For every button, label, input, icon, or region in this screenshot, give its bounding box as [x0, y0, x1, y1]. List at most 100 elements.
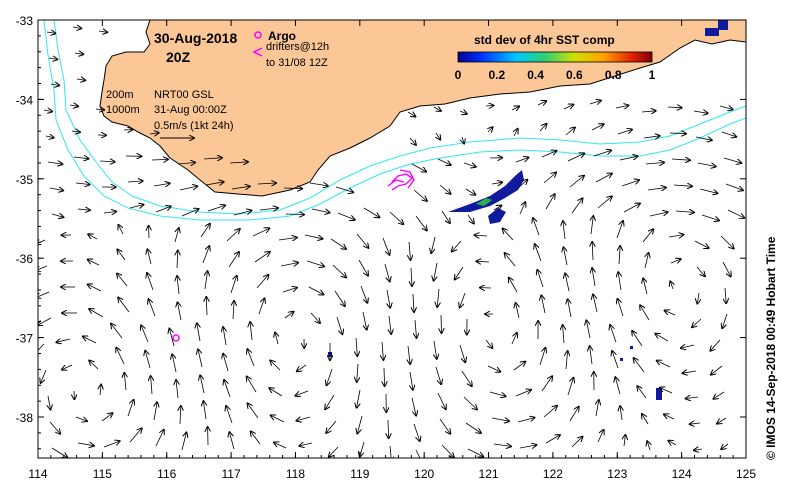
current-arrow [591, 124, 604, 131]
current-arrow [539, 124, 547, 132]
current-arrow [411, 163, 426, 172]
current-arrow [127, 181, 143, 182]
current-arrow [720, 235, 734, 249]
current-arrow [149, 299, 156, 317]
current-arrow [43, 110, 52, 112]
current-arrow [586, 320, 591, 339]
current-arrow [205, 271, 208, 290]
argo-legend-icon [254, 31, 262, 39]
current-arrow [308, 286, 324, 295]
current-arrow [304, 234, 323, 239]
current-arrow [251, 432, 261, 445]
current-arrow [325, 394, 335, 409]
current-arrow [640, 305, 650, 321]
current-arrow [172, 354, 177, 373]
current-arrow [337, 212, 355, 220]
current-arrow [671, 159, 690, 160]
current-arrow [695, 137, 712, 140]
current-vector-field [38, 27, 745, 458]
current-arrow [612, 351, 619, 369]
current-arrow [439, 184, 451, 194]
current-arrow [436, 132, 440, 140]
current-arrow [357, 415, 363, 433]
current-arrow [413, 423, 420, 441]
current-arrow [413, 293, 414, 312]
current-arrow [299, 443, 313, 446]
current-arrow [388, 419, 389, 438]
current-arrow [384, 367, 385, 386]
current-arrow [491, 182, 502, 184]
current-arrow [360, 285, 367, 303]
current-arrow [76, 79, 85, 80]
current-arrow [151, 376, 152, 395]
current-arrow [665, 311, 676, 316]
current-arrow [485, 339, 492, 348]
current-arrow [641, 111, 656, 112]
current-arrow [467, 214, 474, 224]
current-arrow [153, 183, 170, 186]
current-arrow [147, 273, 154, 291]
colorbar [457, 51, 653, 63]
current-arrow [177, 276, 179, 295]
current-arrow [721, 443, 729, 449]
current-arrow [699, 188, 718, 193]
current-arrow [226, 406, 233, 424]
current-arrow [155, 430, 164, 447]
current-arrow [593, 150, 611, 157]
current-arrow [72, 27, 81, 28]
current-arrow [511, 106, 519, 110]
current-arrow [413, 189, 427, 201]
current-arrow [363, 207, 379, 217]
current-arrow [717, 417, 727, 424]
current-arrow [334, 290, 345, 306]
current-arrow [597, 430, 604, 443]
current-arrow [75, 417, 87, 421]
current-arrow [670, 281, 673, 290]
current-arrow [329, 446, 339, 457]
current-arrow [103, 441, 120, 448]
current-arrow [89, 361, 99, 370]
colorbar-tick-label: 0 [455, 68, 462, 82]
current-arrow [711, 365, 723, 375]
y-tick-label: -33 [16, 14, 34, 28]
colorbar-ticks: 0 0.2 0.4 0.6 0.8 1 [455, 68, 656, 82]
current-arrow [89, 309, 104, 318]
current-arrow [275, 333, 278, 345]
current-arrow [415, 449, 421, 458]
current-arrow [256, 275, 268, 289]
current-arrow [701, 214, 719, 221]
current-arrow [634, 358, 645, 373]
current-arrow [535, 244, 542, 262]
current-arrow [619, 156, 638, 161]
current-arrow [590, 346, 592, 365]
current-arrow [278, 238, 297, 241]
current-arrow [692, 318, 702, 327]
current-arrow [178, 302, 182, 321]
x-tick-label: 119 [350, 467, 369, 481]
current-arrow [431, 236, 436, 253]
current-arrow [673, 185, 692, 186]
current-arrow [595, 174, 612, 183]
current-arrow [56, 339, 71, 342]
current-arrow [155, 206, 171, 213]
current-arrow [88, 260, 100, 266]
current-arrow [610, 325, 617, 343]
current-arrow [571, 437, 582, 448]
current-arrow [181, 209, 199, 217]
current-arrow [643, 136, 660, 138]
current-arrow [127, 400, 134, 417]
current-arrow [83, 337, 97, 344]
colorbar-tick-label: 1 [649, 68, 656, 82]
current-arrow [310, 312, 320, 323]
current-arrow [517, 418, 535, 423]
current-arrow [452, 240, 462, 251]
current-arrow [117, 250, 126, 261]
current-arrow [645, 253, 649, 269]
current-arrow [655, 334, 669, 342]
current-arrow [459, 111, 467, 114]
current-arrow [309, 183, 328, 186]
current-arrow [693, 111, 708, 113]
drifter-legend-icon [252, 47, 263, 57]
current-arrow [433, 107, 441, 111]
current-arrow [664, 414, 675, 420]
